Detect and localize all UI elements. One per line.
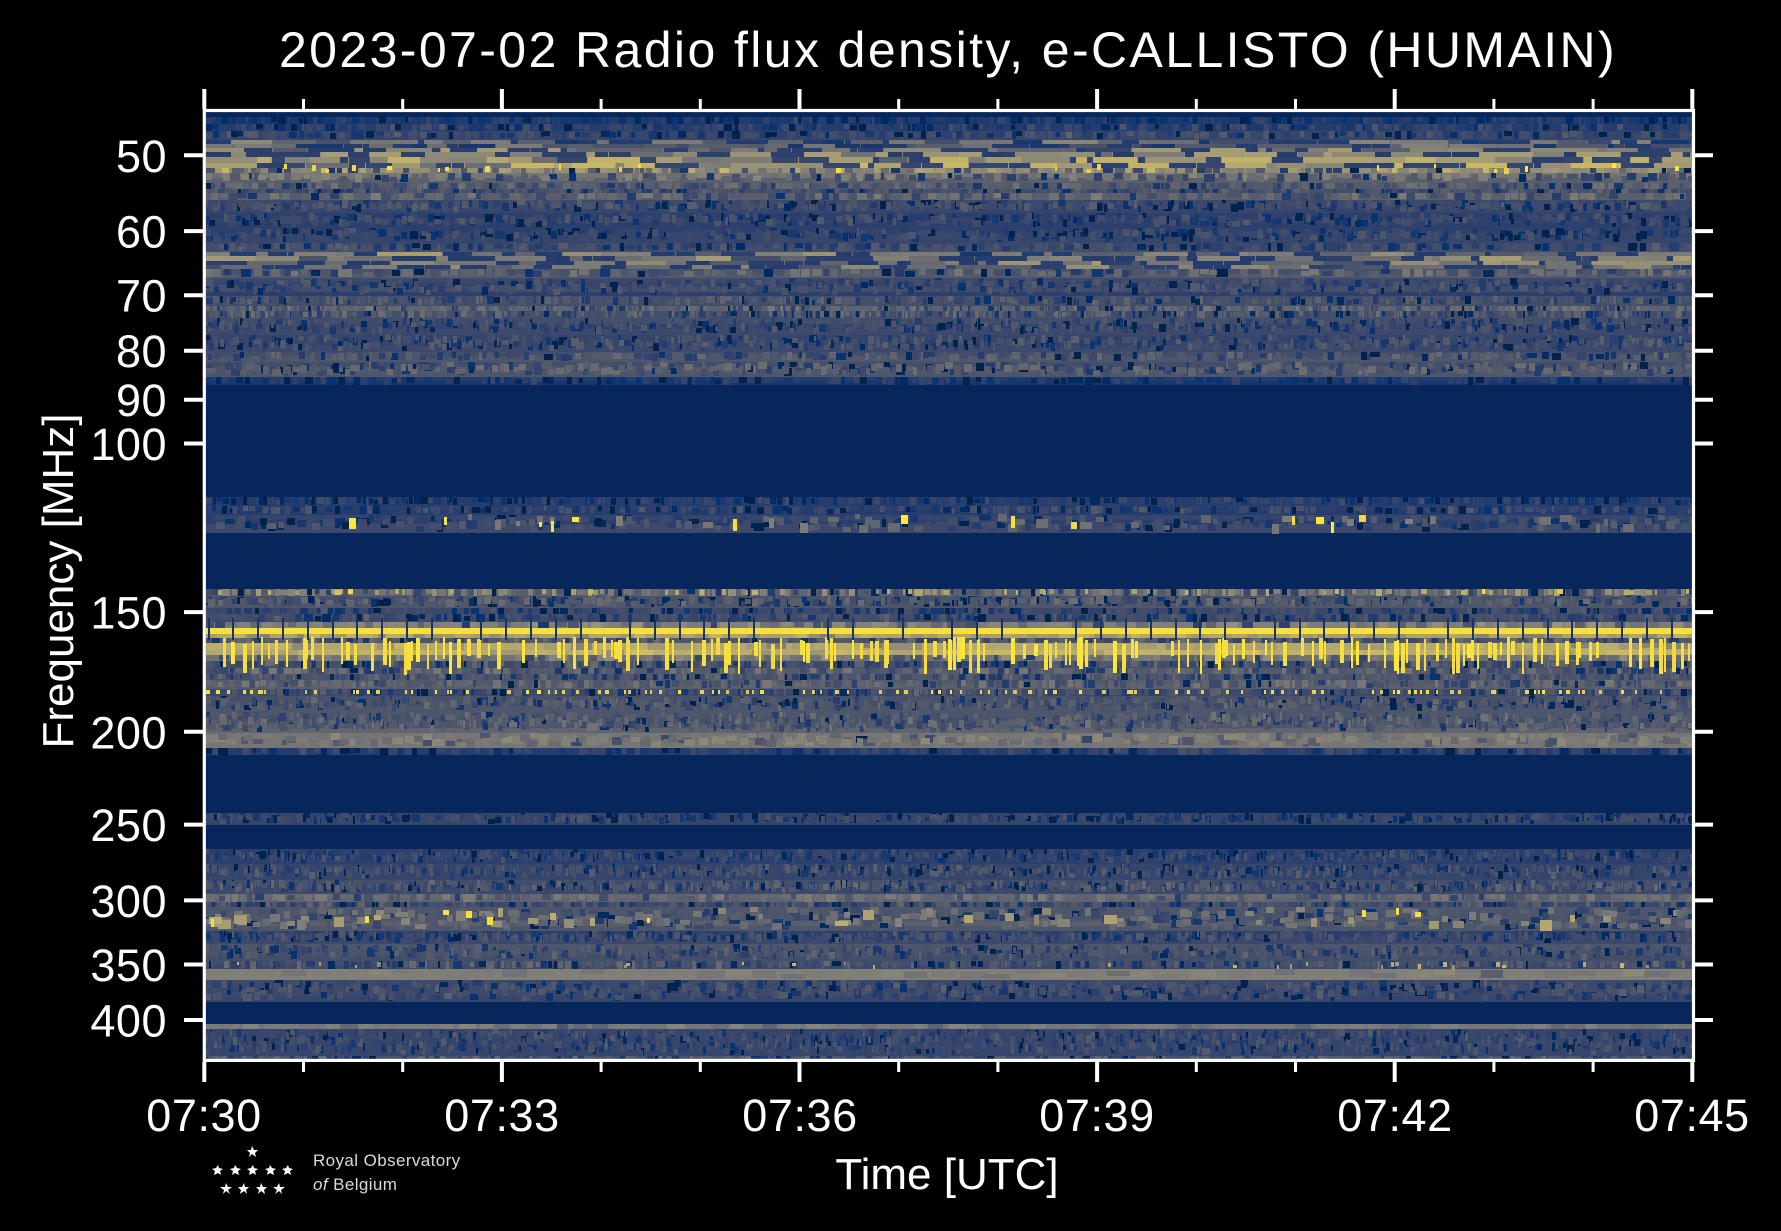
svg-text:250: 250 [90,800,167,851]
svg-text:60: 60 [116,207,167,258]
svg-text:80: 80 [116,326,167,377]
svg-text:150: 150 [90,588,167,639]
svg-text:350: 350 [90,940,167,991]
svg-text:200: 200 [90,707,167,758]
svg-text:70: 70 [116,271,167,322]
svg-text:07:45: 07:45 [1634,1090,1750,1141]
svg-text:2023-07-02 Radio flux density,: 2023-07-02 Radio flux density, e-CALLIST… [279,22,1617,78]
svg-text:90: 90 [116,375,167,426]
svg-text:07:42: 07:42 [1337,1090,1453,1141]
svg-text:07:33: 07:33 [444,1090,560,1141]
svg-text:100: 100 [90,419,167,470]
svg-text:07:39: 07:39 [1039,1090,1155,1141]
svg-text:07:30: 07:30 [146,1090,262,1141]
svg-text:of Belgium: of Belgium [313,1175,397,1194]
svg-text:Royal Observatory: Royal Observatory [313,1151,461,1170]
svg-text:300: 300 [90,876,167,927]
svg-text:50: 50 [116,131,167,182]
svg-text:07:36: 07:36 [742,1090,858,1141]
svg-text:Frequency [MHz]: Frequency [MHz] [34,414,83,749]
svg-text:400: 400 [90,996,167,1047]
svg-text:Time [UTC]: Time [UTC] [835,1150,1058,1199]
